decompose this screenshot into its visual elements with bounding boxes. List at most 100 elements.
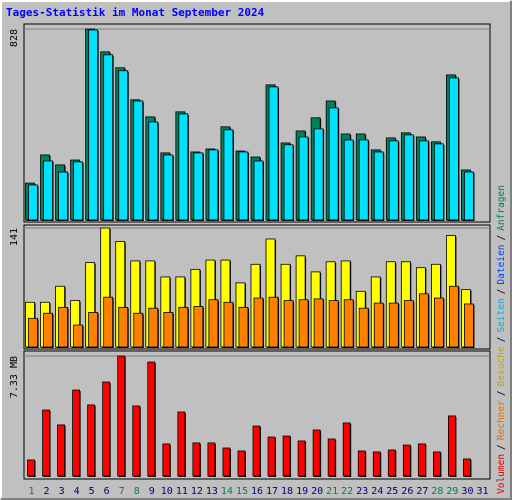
bar bbox=[328, 107, 339, 221]
legend-entry: Besuche bbox=[496, 346, 507, 386]
bar bbox=[448, 415, 456, 477]
bar bbox=[133, 312, 144, 348]
bar bbox=[88, 311, 99, 348]
bar bbox=[117, 355, 126, 477]
x-tick-label: 2 bbox=[44, 486, 50, 497]
x-tick-label: 27 bbox=[416, 486, 428, 497]
bar bbox=[342, 422, 351, 477]
bar bbox=[313, 298, 324, 348]
bar bbox=[43, 160, 53, 221]
bar bbox=[297, 440, 306, 477]
bar bbox=[283, 144, 294, 221]
bar bbox=[163, 154, 174, 221]
x-tick-label: 31 bbox=[476, 486, 488, 497]
bar bbox=[73, 324, 84, 348]
bar bbox=[283, 300, 294, 348]
bar bbox=[192, 442, 201, 477]
bar bbox=[42, 409, 50, 477]
bar bbox=[372, 451, 381, 477]
bar bbox=[403, 300, 414, 348]
bar bbox=[132, 405, 141, 477]
bar bbox=[88, 29, 99, 221]
y-tick-label: 141 bbox=[9, 228, 20, 246]
legend-entry: Volumen bbox=[496, 454, 507, 494]
legend-separator: / bbox=[496, 444, 507, 450]
y-tick-label: 7.33 MB bbox=[9, 356, 20, 398]
x-tick-label: 11 bbox=[176, 486, 188, 497]
bar bbox=[87, 404, 96, 477]
x-tick-label: 3 bbox=[59, 486, 65, 497]
bar bbox=[418, 293, 429, 348]
bar bbox=[118, 70, 129, 221]
bar bbox=[223, 129, 234, 221]
legend-separator: / bbox=[496, 337, 507, 343]
bar bbox=[178, 113, 189, 221]
bar bbox=[43, 312, 53, 348]
bar bbox=[27, 459, 35, 477]
bar bbox=[147, 361, 156, 477]
x-tick-label: 8 bbox=[134, 486, 140, 497]
bar bbox=[177, 411, 186, 477]
x-tick-label: 29 bbox=[446, 486, 458, 497]
x-tick-label: 7 bbox=[119, 486, 125, 497]
bar bbox=[298, 136, 309, 221]
bar bbox=[267, 436, 276, 477]
x-tick-label: 28 bbox=[431, 486, 443, 497]
bar bbox=[449, 77, 459, 221]
bar bbox=[357, 450, 366, 477]
legend-entry: Anfragen bbox=[496, 185, 507, 231]
bar bbox=[358, 139, 369, 221]
bar bbox=[148, 121, 159, 221]
bar bbox=[178, 306, 189, 348]
bar bbox=[358, 307, 369, 348]
bar bbox=[223, 301, 234, 348]
bar bbox=[58, 171, 68, 221]
legend-separator: / bbox=[496, 235, 507, 241]
x-tick-label: 14 bbox=[221, 486, 233, 497]
x-tick-label: 17 bbox=[266, 486, 278, 497]
x-tick-label: 12 bbox=[191, 486, 203, 497]
bar bbox=[418, 140, 429, 221]
legend-entry: Rechner bbox=[496, 400, 507, 440]
bar bbox=[388, 140, 399, 221]
x-tick-label: 30 bbox=[461, 486, 473, 497]
bar bbox=[73, 161, 84, 221]
title: Tages-Statistik im Monat September 2024 bbox=[6, 6, 265, 19]
bar bbox=[343, 139, 354, 221]
bar bbox=[464, 171, 474, 221]
bar bbox=[102, 381, 111, 477]
bar bbox=[253, 297, 264, 348]
x-tick-label: 16 bbox=[251, 486, 263, 497]
x-tick-label: 15 bbox=[236, 486, 248, 497]
x-tick-label: 26 bbox=[401, 486, 413, 497]
x-tick-label: 23 bbox=[356, 486, 368, 497]
x-tick-label: 20 bbox=[311, 486, 323, 497]
bar bbox=[373, 302, 384, 348]
bar bbox=[403, 134, 414, 221]
bar bbox=[133, 100, 144, 221]
bar bbox=[253, 160, 264, 221]
bar bbox=[432, 451, 441, 477]
bar bbox=[193, 306, 204, 348]
legend-separator: / bbox=[496, 390, 507, 396]
bar bbox=[449, 285, 459, 348]
x-tick-label: 9 bbox=[149, 486, 155, 497]
bar bbox=[103, 296, 114, 348]
bar bbox=[103, 54, 114, 221]
bar bbox=[57, 424, 65, 477]
bar bbox=[433, 297, 444, 348]
bar bbox=[252, 425, 261, 477]
x-tick-label: 21 bbox=[326, 486, 338, 497]
bar bbox=[402, 444, 411, 477]
bar bbox=[28, 184, 38, 221]
legend: Volumen / Rechner / Besuche / Seiten / Dateien / A… bbox=[496, 185, 507, 494]
bar bbox=[268, 296, 279, 348]
bar bbox=[118, 306, 129, 348]
bar bbox=[58, 306, 68, 348]
bar bbox=[208, 299, 219, 348]
bar bbox=[148, 307, 159, 348]
bar bbox=[207, 442, 216, 477]
bar bbox=[343, 299, 354, 348]
